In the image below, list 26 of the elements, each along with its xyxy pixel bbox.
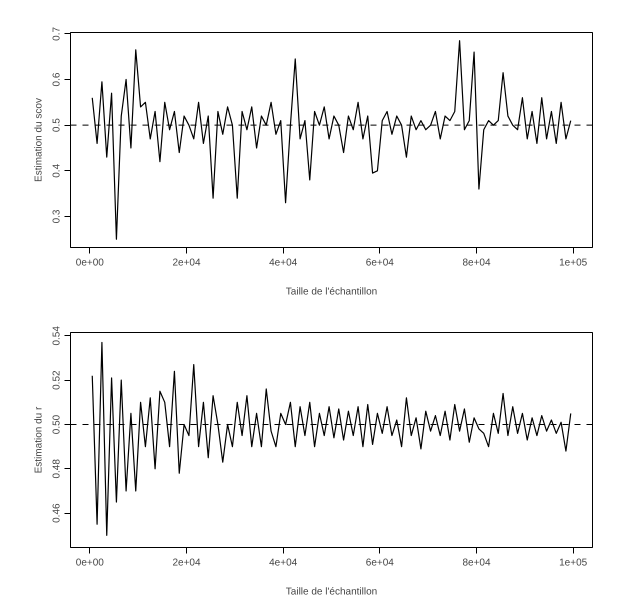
y-tick-label: 0.54 <box>52 326 62 346</box>
y-tick-label: 0.46 <box>52 502 62 523</box>
y-axis-title: Estimation du r <box>34 406 44 474</box>
x-tick-label: 4e+04 <box>269 258 298 268</box>
x-tick-label: 1e+05 <box>559 558 588 568</box>
y-tick-label: 0.7 <box>52 26 62 41</box>
x-axis-title: Taille de l'échantillon <box>286 586 378 598</box>
y-tick-label: 0.50 <box>52 414 62 434</box>
y-tick-label: 0.6 <box>52 72 62 86</box>
y-axis-title: Estimation du scov <box>34 98 44 182</box>
y-tick-label: 0.3 <box>52 209 62 224</box>
x-tick-label: 2e+04 <box>172 558 201 568</box>
y-tick-label: 0.52 <box>52 370 62 390</box>
x-tick-label: 0e+00 <box>76 258 104 268</box>
y-tick-label: 0.5 <box>52 118 62 132</box>
x-tick-label: 1e+05 <box>559 258 588 268</box>
x-tick-label: 2e+04 <box>172 258 201 268</box>
x-tick-label: 6e+04 <box>366 558 394 568</box>
x-tick-label: 8e+04 <box>462 558 491 568</box>
x-axis-title: Taille de l'échantillon <box>286 286 378 298</box>
x-tick-label: 6e+04 <box>366 258 394 268</box>
y-tick-label: 0.48 <box>52 458 62 479</box>
x-tick-label: 8e+04 <box>462 258 491 268</box>
y-tick-label: 0.4 <box>52 163 62 178</box>
x-tick-label: 4e+04 <box>269 558 298 568</box>
x-tick-label: 0e+00 <box>76 558 104 568</box>
